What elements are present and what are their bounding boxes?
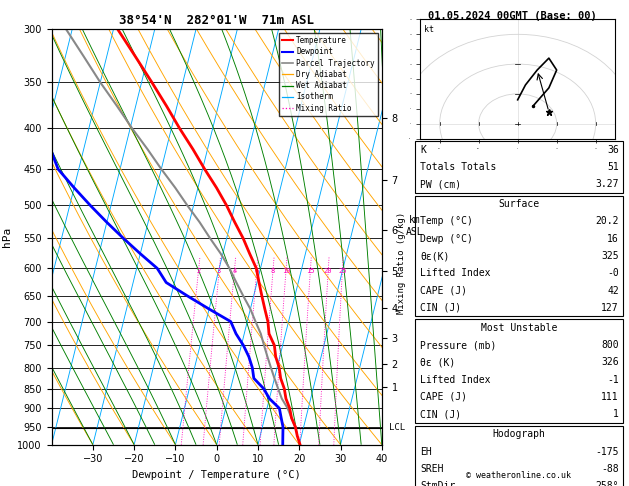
Text: LCL: LCL [389, 423, 405, 432]
Text: Pressure (mb): Pressure (mb) [420, 340, 496, 350]
Text: 51: 51 [607, 162, 619, 172]
Text: 20.2: 20.2 [596, 216, 619, 226]
Text: Lifted Index: Lifted Index [420, 375, 491, 385]
Text: Temp (°C): Temp (°C) [420, 216, 473, 226]
Text: 01.05.2024 00GMT (Base: 00): 01.05.2024 00GMT (Base: 00) [428, 11, 597, 21]
Text: 258°: 258° [596, 481, 619, 486]
Text: 127: 127 [601, 303, 619, 313]
Y-axis label: hPa: hPa [2, 227, 12, 247]
Text: 15: 15 [306, 268, 314, 274]
Text: 8: 8 [271, 268, 275, 274]
Text: 326: 326 [601, 357, 619, 367]
Text: 25: 25 [338, 268, 347, 274]
Text: Most Unstable: Most Unstable [481, 323, 557, 333]
Text: Totals Totals: Totals Totals [420, 162, 496, 172]
Text: CAPE (J): CAPE (J) [420, 285, 467, 295]
Text: 16: 16 [607, 234, 619, 244]
Text: 800: 800 [601, 340, 619, 350]
Text: K: K [420, 144, 426, 155]
Text: 6: 6 [255, 268, 259, 274]
Text: 111: 111 [601, 392, 619, 402]
Text: 3.27: 3.27 [596, 179, 619, 189]
X-axis label: Dewpoint / Temperature (°C): Dewpoint / Temperature (°C) [132, 470, 301, 480]
Text: CAPE (J): CAPE (J) [420, 392, 467, 402]
Legend: Temperature, Dewpoint, Parcel Trajectory, Dry Adiabat, Wet Adiabat, Isotherm, Mi: Temperature, Dewpoint, Parcel Trajectory… [279, 33, 378, 116]
Text: 4: 4 [232, 268, 237, 274]
Text: PW (cm): PW (cm) [420, 179, 461, 189]
Text: θε(K): θε(K) [420, 251, 450, 261]
Text: © weatheronline.co.uk: © weatheronline.co.uk [467, 471, 571, 480]
Text: 20: 20 [324, 268, 333, 274]
Text: 36: 36 [607, 144, 619, 155]
Text: Mixing Ratio (g/kg): Mixing Ratio (g/kg) [397, 211, 406, 313]
Text: 10: 10 [282, 268, 290, 274]
Text: CIN (J): CIN (J) [420, 303, 461, 313]
Text: -88: -88 [601, 464, 619, 474]
Text: 3: 3 [217, 268, 221, 274]
Text: EH: EH [420, 447, 432, 457]
Title: 38°54'N  282°01'W  71m ASL: 38°54'N 282°01'W 71m ASL [119, 14, 314, 27]
Text: 1: 1 [613, 409, 619, 419]
Text: θε (K): θε (K) [420, 357, 455, 367]
Text: -175: -175 [596, 447, 619, 457]
Text: 325: 325 [601, 251, 619, 261]
Text: 2: 2 [196, 268, 201, 274]
Text: Dewp (°C): Dewp (°C) [420, 234, 473, 244]
Text: Lifted Index: Lifted Index [420, 268, 491, 278]
Text: StmDir: StmDir [420, 481, 455, 486]
Text: SREH: SREH [420, 464, 443, 474]
Text: 42: 42 [607, 285, 619, 295]
Text: Surface: Surface [498, 199, 540, 209]
Text: kt: kt [424, 25, 434, 35]
Text: CIN (J): CIN (J) [420, 409, 461, 419]
Text: -0: -0 [607, 268, 619, 278]
Text: Hodograph: Hodograph [493, 429, 545, 439]
Text: -1: -1 [607, 375, 619, 385]
Y-axis label: km
ASL: km ASL [406, 215, 423, 237]
